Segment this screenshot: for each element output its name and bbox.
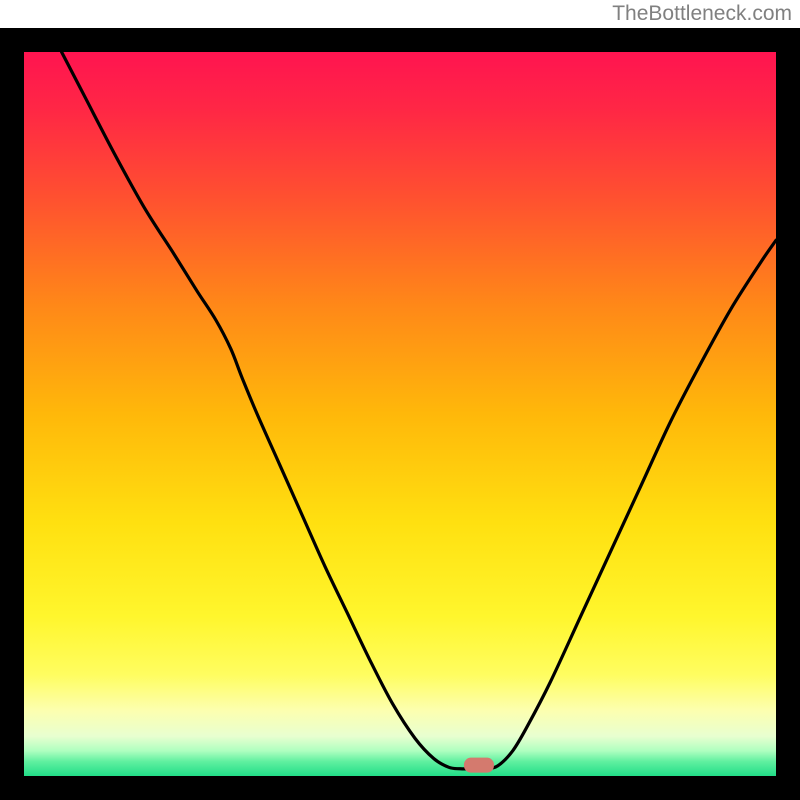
chart-frame: [0, 28, 800, 800]
plot-area: [24, 52, 776, 776]
plot-svg: [24, 52, 776, 776]
minimum-marker: [464, 758, 494, 773]
gradient-background: [24, 52, 776, 776]
attribution-text: TheBottleneck.com: [612, 2, 792, 26]
